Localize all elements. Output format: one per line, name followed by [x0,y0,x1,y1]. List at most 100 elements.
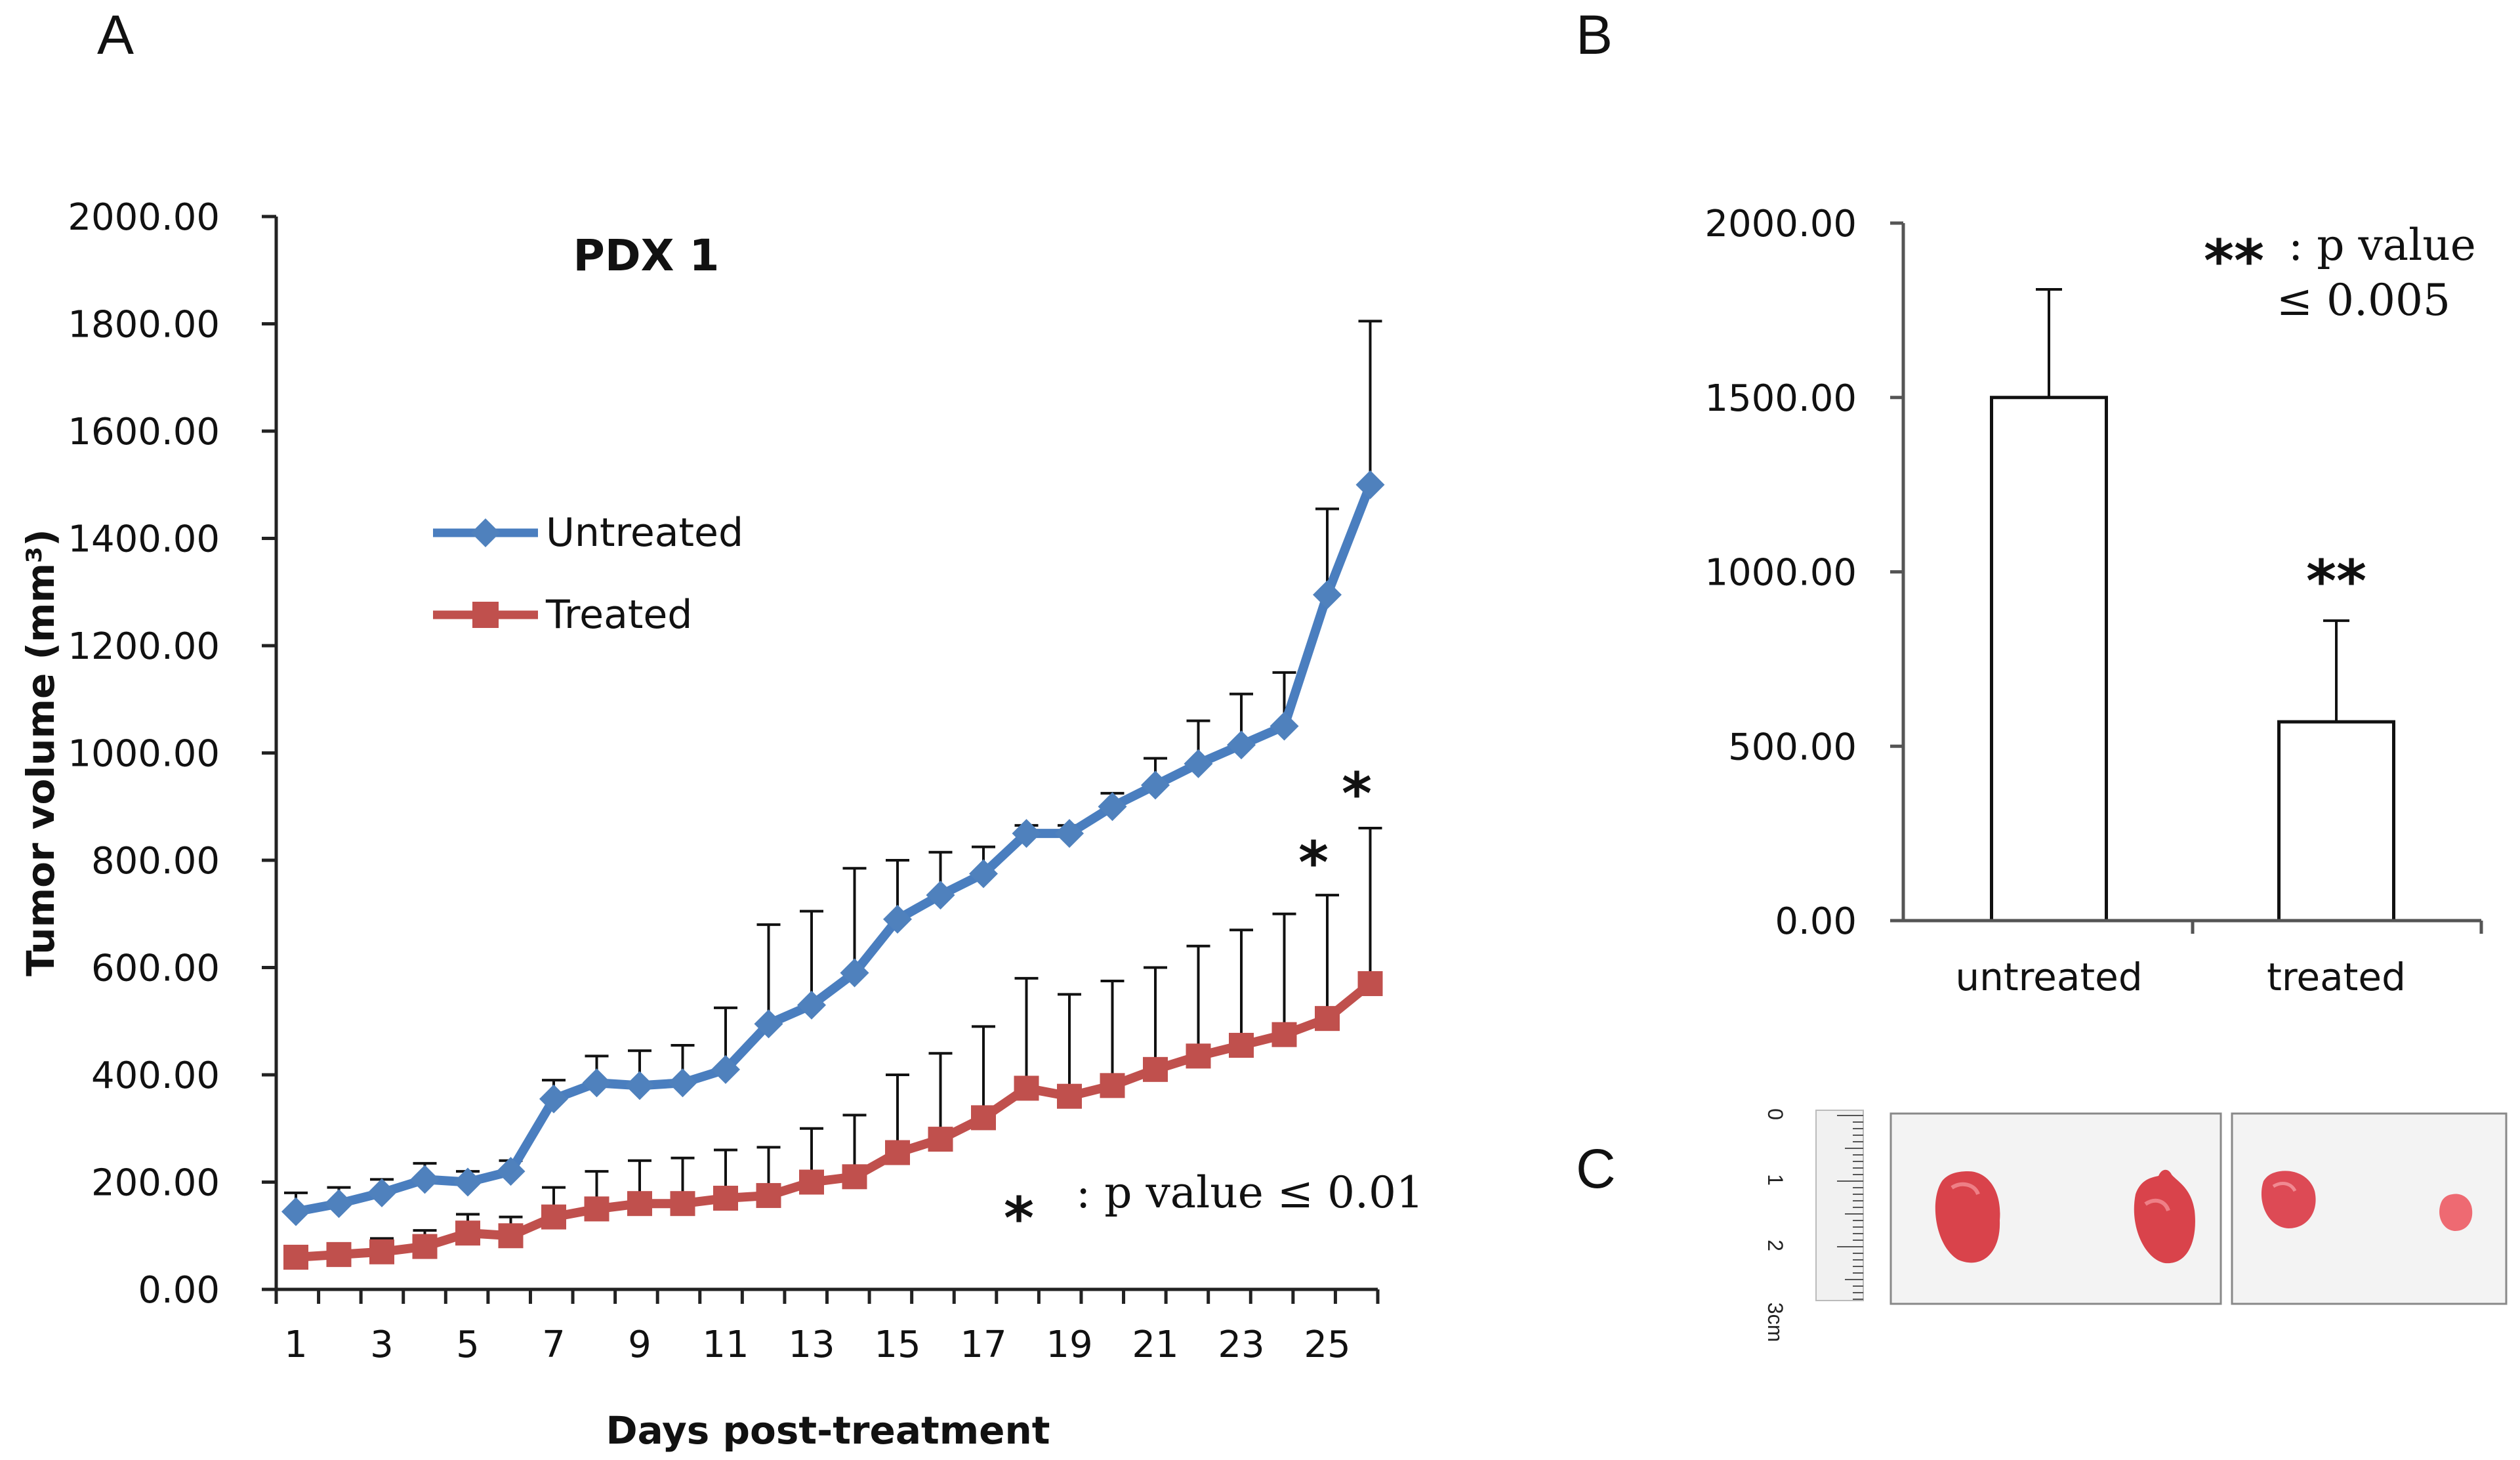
x-axis-ticks: 1 3 5 7 9 11 13 15 17 19 21 23 25 [274,1289,1380,1366]
x-tick-label: 11 [702,1324,749,1366]
bar-y-tick-label: 0.00 [1775,900,1857,943]
data-point-treated [627,1191,652,1217]
bar-y-axis-ticks: 0.00 500.00 1000.00 1500.00 2000.00 [1704,203,1903,943]
data-point-untreated [754,1009,783,1039]
ruler-label-2: 2 [1764,1240,1787,1251]
data-point-untreated [711,1054,740,1084]
data-point-treated [326,1241,352,1267]
legend: Untreated Treated [433,510,743,638]
data-point-treated [584,1196,609,1222]
data-point-untreated [1313,580,1342,610]
data-point-untreated [539,1084,568,1114]
significance-star-day26: * [1342,760,1372,827]
data-point-treated [1186,1043,1211,1069]
data-point-treated [455,1220,480,1246]
x-axis-title: Days post-treatment [606,1408,1050,1453]
x-tick-label: 15 [874,1324,920,1366]
data-point-untreated [496,1157,526,1186]
panel-label-a: A [97,4,134,66]
tumor-treated-2 [2439,1194,2473,1231]
data-point-treated [1143,1056,1168,1082]
data-point-untreated [840,958,869,988]
data-point-treated [1315,1006,1340,1032]
data-point-untreated [668,1068,697,1098]
significance-star-day25: * [1298,829,1329,896]
chart-title: PDX 1 [573,230,720,281]
data-point-untreated [281,1197,310,1226]
data-point-untreated [1355,470,1385,499]
data-point-treated [498,1223,524,1249]
ruler-ticks [1837,1115,1863,1300]
bar-y-tick-label: 1000.00 [1704,552,1857,594]
x-tick-label: 5 [456,1324,480,1366]
legend-marker-treated [472,602,499,628]
y-tick-label: 600.00 [91,948,220,990]
data-point-treated [1014,1075,1039,1101]
panel-label-b: B [1576,4,1613,66]
y-tick-label: 1800.00 [68,304,220,346]
data-point-treated [1057,1083,1082,1109]
data-point-treated [670,1191,695,1217]
x-tick-label: 3 [370,1324,394,1366]
bar-y-tick-label: 2000.00 [1704,203,1857,245]
data-point-treated [1100,1073,1125,1098]
bar-y-tick-label: 500.00 [1728,726,1857,768]
data-point-treated [1271,1022,1297,1047]
x-tick-label: 9 [628,1324,651,1366]
y-tick-label: 1000.00 [68,733,220,776]
data-point-untreated [410,1165,440,1194]
y-axis-ticks: 0.00 200.00 400.00 600.00 800.00 1000.00 1200.… [68,196,276,1312]
tumor-untreated-1 [1935,1171,2000,1263]
data-point-treated [1357,971,1383,997]
bar-untreated [1990,396,2108,923]
data-point-treated [971,1105,996,1131]
x-tick-label: 17 [960,1324,1006,1366]
legend-label-treated: Treated [545,592,692,638]
y-tick-label: 2000.00 [68,196,220,239]
significance-legend-text: : p value ≤ 0.01 [1076,1167,1424,1218]
ruler-label-0: 0 [1764,1108,1787,1120]
bar-category-treated: treated [2267,955,2406,999]
y-axis-title: Tumor volume (mm³) [18,529,63,976]
series-markers [281,470,1385,1270]
data-point-untreated [1184,749,1213,778]
y-tick-label: 200.00 [91,1162,220,1205]
data-point-untreated [883,904,912,934]
y-tick-label: 400.00 [91,1054,220,1097]
x-tick-label: 21 [1132,1324,1178,1366]
x-tick-label: 23 [1218,1324,1264,1366]
data-point-treated [713,1186,738,1211]
data-point-untreated [1141,770,1170,800]
series-line-untreated [295,483,1375,1217]
y-tick-label: 1200.00 [68,625,220,668]
data-point-treated [928,1127,953,1152]
tumor-photos: 0 1 2 3cm [1764,1108,2508,1342]
data-point-untreated [1012,819,1041,848]
data-point-treated [1229,1033,1254,1058]
significance-legend-star: * [1004,1184,1034,1252]
y-tick-label: 0.00 [138,1269,220,1312]
bar-chart: 0.00 500.00 1000.00 1500.00 2000.00 ** : p v… [1704,203,2483,943]
bar-legend-stars: ** [2204,227,2264,295]
x-tick-label: 13 [788,1324,835,1366]
bar-legend-text-line1: : p value [2288,220,2476,270]
data-point-untreated [1227,730,1256,760]
data-point-untreated [1055,819,1084,848]
data-point-untreated [367,1178,396,1207]
bar-legend-text-line2: ≤ 0.005 [2277,275,2450,325]
data-point-untreated [324,1189,354,1219]
bar-treated [2277,720,2395,923]
photo-treated [2231,1112,2508,1305]
data-point-treated [541,1204,566,1230]
data-point-untreated [1270,711,1299,741]
data-point-treated [412,1234,438,1259]
data-point-untreated [797,990,826,1020]
legend-marker-untreated [471,518,500,547]
data-point-untreated [625,1071,654,1100]
x-tick-label: 19 [1046,1324,1092,1366]
ruler-label-3cm: 3cm [1764,1303,1787,1342]
data-point-treated [369,1239,394,1264]
data-point-untreated [969,859,998,888]
data-point-untreated [453,1167,482,1197]
